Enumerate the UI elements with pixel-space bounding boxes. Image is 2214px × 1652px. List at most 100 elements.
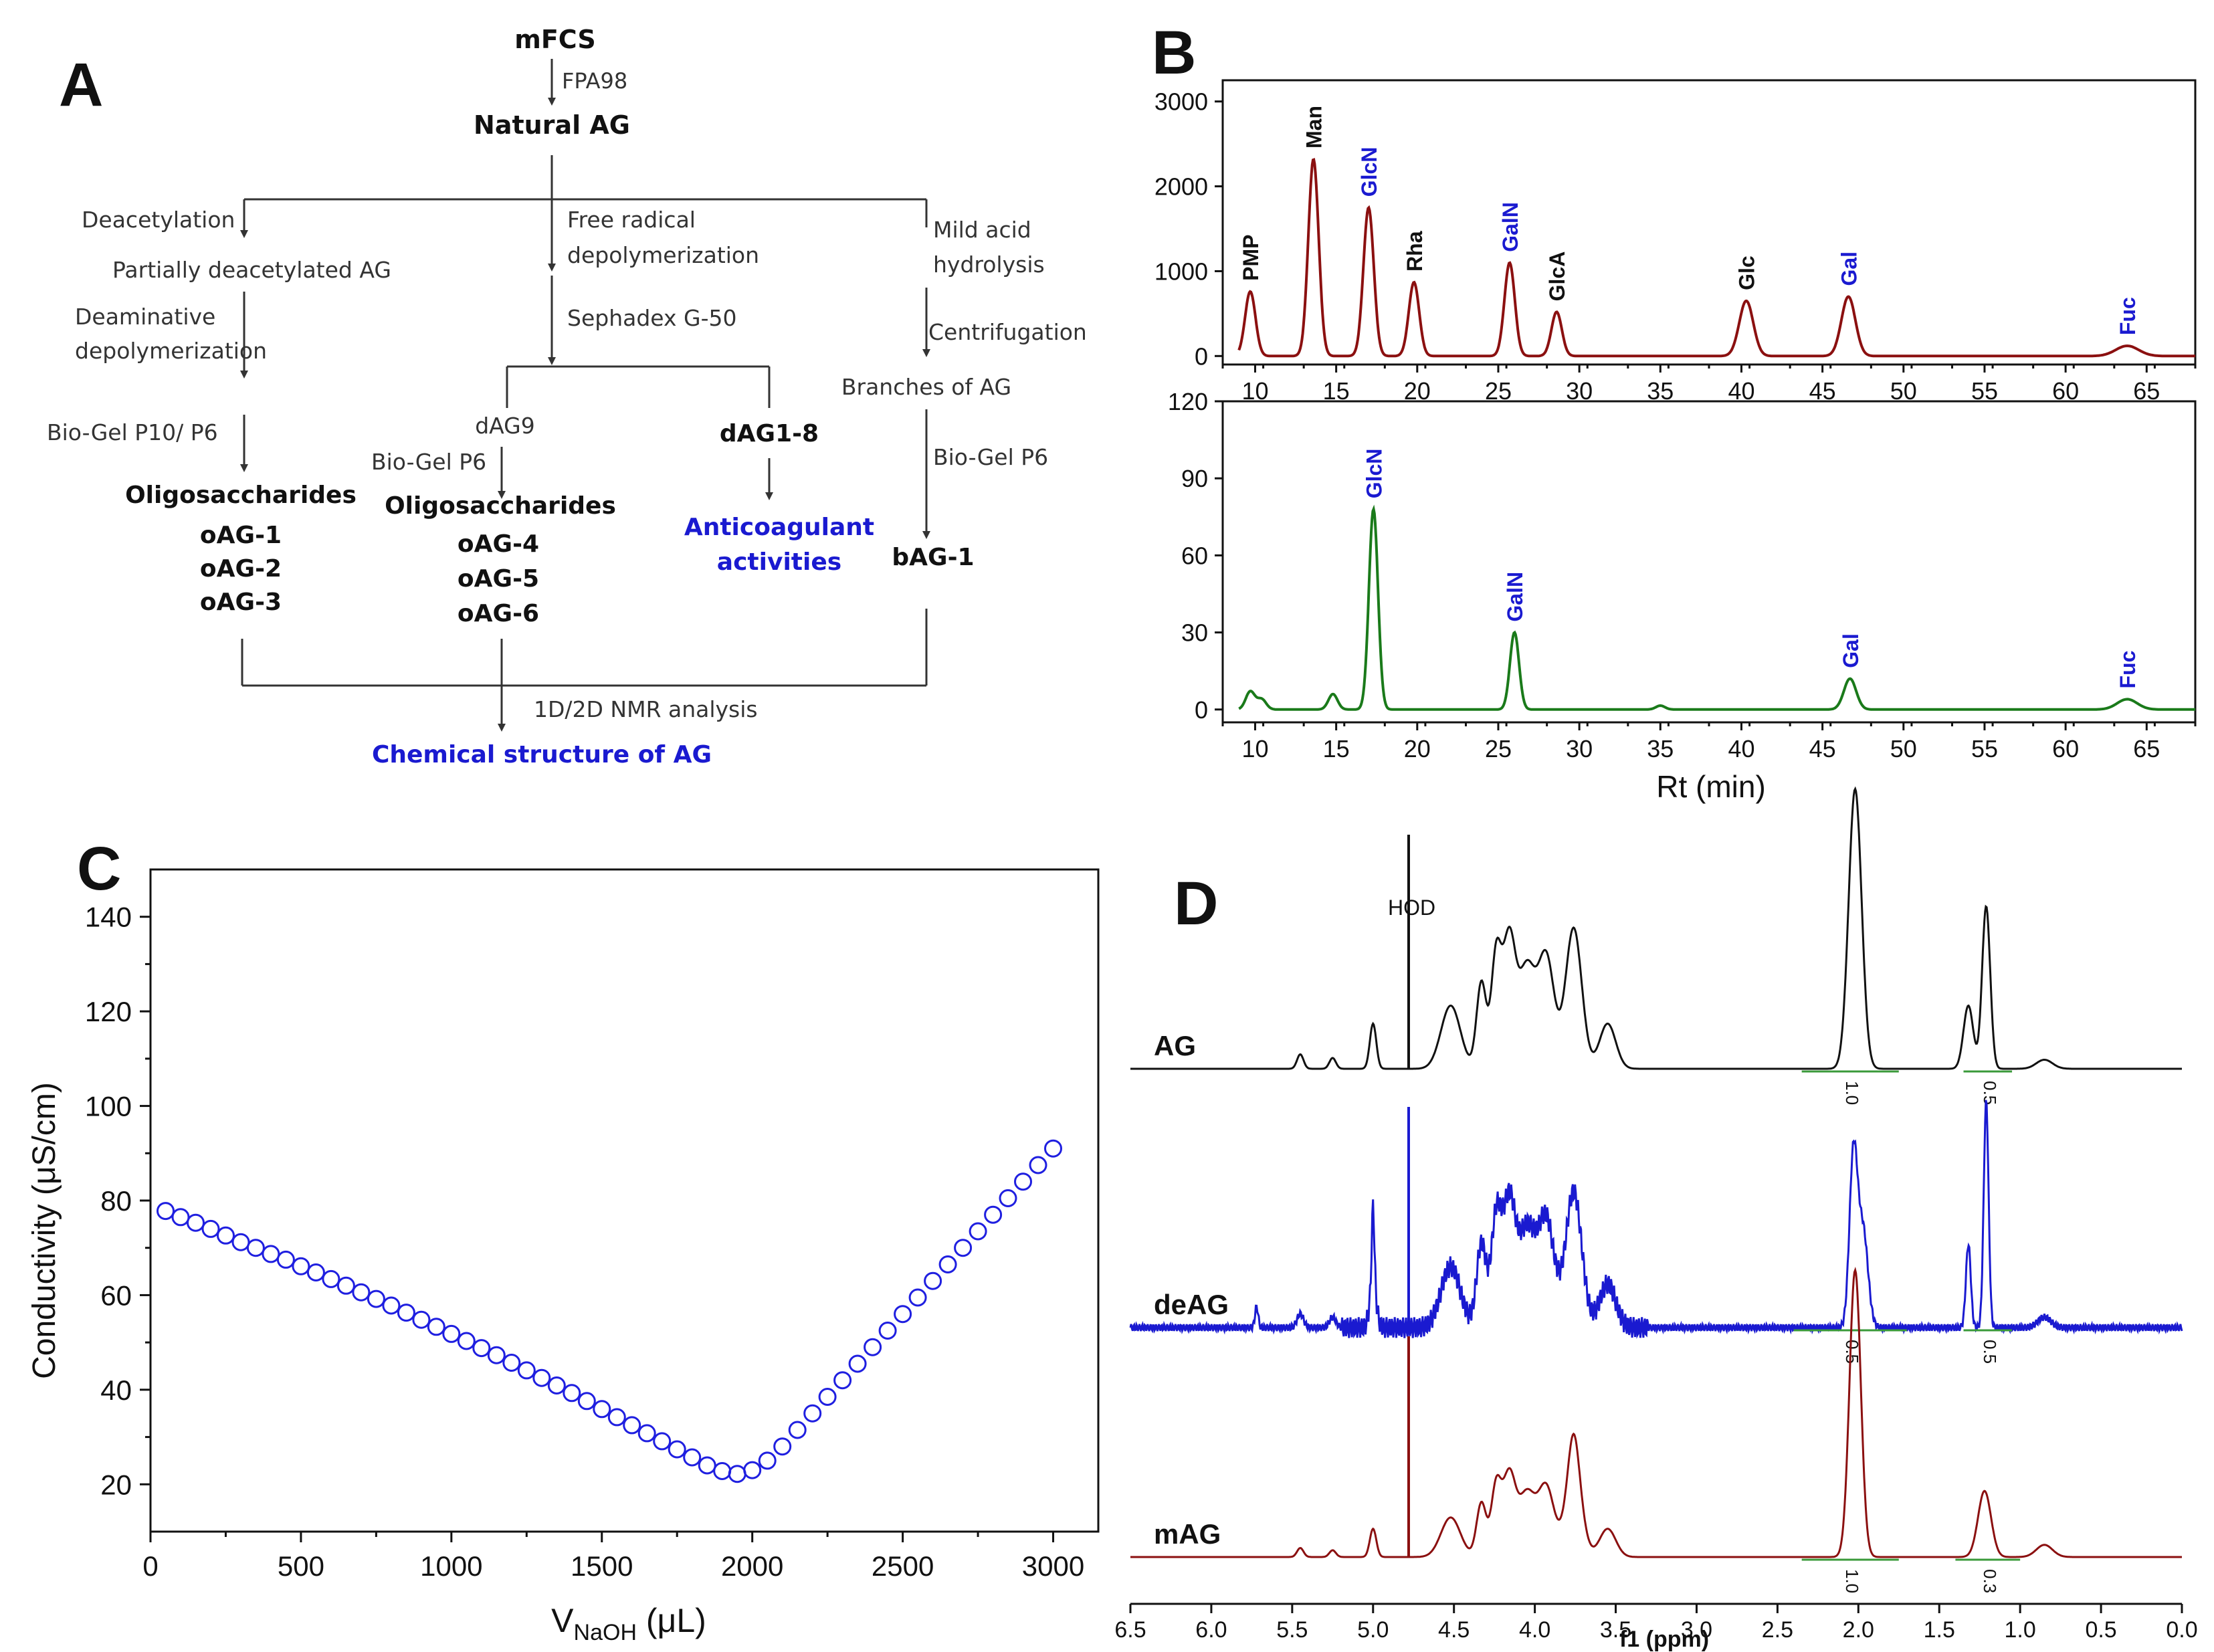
x-tick-label: 5.5 xyxy=(1276,1617,1308,1643)
data-point xyxy=(472,1339,491,1358)
x-tick-label: 50 xyxy=(1890,735,1917,762)
nmr-spectra: 6.5 6.0 5.5 5.0 4.5 4.0 3.5 3.0 2.5 2.0 1.5 1.0 0.5 0… xyxy=(1114,786,2198,1643)
data-point xyxy=(894,1305,912,1324)
x-tick-label: 40 xyxy=(1728,735,1754,762)
flow-deacetylation: Deacetylation xyxy=(82,207,235,233)
data-point xyxy=(517,1361,536,1380)
flow-fpa98: FPA98 xyxy=(562,68,627,94)
flow-oag5: oAG-5 xyxy=(458,565,539,593)
x-tick-label: 30 xyxy=(1566,735,1593,762)
chromatogram-standards: 10 15 20 25 30 35 40 45 50 55 60 65 0 1000 2000 3000 PMP… xyxy=(1154,79,2197,405)
peak-label-gal: Gal xyxy=(1837,251,1861,286)
data-point xyxy=(908,1288,927,1307)
peak-label-glc: Glc xyxy=(1735,255,1759,290)
x-tick-label: 500 xyxy=(278,1550,324,1582)
y-tick-label: 3000 xyxy=(1154,88,1208,116)
flow-dag18: dAG1-8 xyxy=(720,420,819,447)
flow-deaminative-2: depolymerization xyxy=(75,338,267,364)
flow-sephadex: Sephadex G-50 xyxy=(567,305,737,331)
flow-biogel-p10: Bio-Gel P10/ P6 xyxy=(47,419,218,445)
flow-free-radical-2: depolymerization xyxy=(567,242,759,268)
flow-oag2: oAG-2 xyxy=(200,555,282,583)
x-tick-label: 40 xyxy=(1728,377,1754,405)
peak-label-galn: GalN xyxy=(1503,572,1527,622)
data-point xyxy=(157,1202,175,1221)
x-tick-label: 1500 xyxy=(571,1550,633,1582)
y-tick-label: 100 xyxy=(85,1091,132,1122)
peak-label-glcn: GlcN xyxy=(1362,449,1386,499)
data-point xyxy=(367,1289,385,1308)
peak-label-pmp: PMP xyxy=(1239,235,1263,281)
peak-label-glca: GlcA xyxy=(1545,251,1569,302)
data-point xyxy=(848,1354,867,1373)
panel-a: A mFCS FPA98 Natural AG Deacetylation Pa… xyxy=(47,25,1087,768)
data-point xyxy=(547,1376,566,1395)
data-point xyxy=(878,1322,897,1340)
x-tick-label: 1.0 xyxy=(2005,1617,2036,1643)
x-tick-label: 55 xyxy=(1971,735,1998,762)
data-point xyxy=(833,1371,852,1390)
panel-c: C 0 500 1000 1500 2000 2500 3000 20 40 60 80 100 120… xyxy=(27,835,1100,1645)
x-tick-label: 25 xyxy=(1485,377,1512,405)
d-x-label: f1 (ppm) xyxy=(1619,1627,1709,1652)
data-point xyxy=(292,1257,310,1275)
data-point xyxy=(938,1255,957,1273)
data-point xyxy=(171,1208,190,1227)
x-tick-label: 45 xyxy=(1809,377,1836,405)
data-point xyxy=(818,1388,837,1406)
y-tick-label: 80 xyxy=(100,1185,132,1217)
x-tick-label: 4.0 xyxy=(1519,1617,1550,1643)
flow-nmr: 1D/2D NMR analysis xyxy=(534,696,758,722)
data-point xyxy=(984,1205,1003,1224)
hod-label: HOD xyxy=(1388,896,1435,920)
x-tick-label: 3000 xyxy=(1022,1550,1084,1582)
data-point xyxy=(352,1283,371,1302)
spectrum-label-deag: deAG xyxy=(1154,1289,1229,1320)
x-tick-label: 6.0 xyxy=(1195,1617,1227,1643)
x-tick-label: 25 xyxy=(1485,735,1512,762)
data-point xyxy=(187,1213,205,1232)
peak-label-galn: GalN xyxy=(1498,202,1522,252)
nmr-trace-mag xyxy=(1130,1266,2182,1558)
flow-oligo-left: Oligosaccharides xyxy=(125,482,357,509)
integral-value: 1.0 xyxy=(1842,1569,1862,1593)
integral-value: 0.5 xyxy=(1980,1340,2000,1364)
x-tick-label: 2.5 xyxy=(1762,1617,1793,1643)
y-tick-label: 1000 xyxy=(1154,257,1208,285)
data-point xyxy=(487,1346,506,1364)
flow-anticoag-2: activities xyxy=(717,548,841,576)
data-point xyxy=(864,1338,882,1356)
x-tick-label: 65 xyxy=(2133,377,2160,405)
x-tick-label: 0.5 xyxy=(2085,1617,2116,1643)
integral-value: 0.3 xyxy=(1980,1569,2000,1593)
data-point xyxy=(683,1448,702,1467)
panel-letter-c: C xyxy=(77,835,121,903)
x-tick-label: 2.0 xyxy=(1843,1617,1874,1643)
x-tick-label: 50 xyxy=(1890,377,1917,405)
data-point xyxy=(713,1462,732,1480)
x-tick-label: 20 xyxy=(1404,377,1431,405)
data-point xyxy=(924,1271,942,1290)
panel-letter-d: D xyxy=(1174,869,1218,938)
data-point xyxy=(1014,1172,1032,1191)
flow-dag9: dAG9 xyxy=(475,413,535,439)
data-point xyxy=(412,1310,431,1329)
data-point xyxy=(969,1222,987,1241)
y-tick-label: 120 xyxy=(1168,388,1208,415)
spectrum-label-ag: AG xyxy=(1154,1030,1196,1061)
flow-oag6: oAG-6 xyxy=(458,600,539,627)
x-tick-label: 60 xyxy=(2052,377,2079,405)
x-tick-label: 45 xyxy=(1809,735,1836,762)
panel-d: D 6.5 6.0 5.5 5.0 4.5 4.0 3.5 3.0 2.5 2.0 1.5 1.0 0.… xyxy=(1114,786,2198,1652)
peak-label-gal: Gal xyxy=(1839,633,1863,668)
data-point xyxy=(201,1219,220,1238)
x-tick-label: 0 xyxy=(142,1550,158,1582)
x-tick-label: 55 xyxy=(1971,377,1998,405)
spectrum-label-mag: mAG xyxy=(1154,1518,1221,1550)
x-tick-label: 30 xyxy=(1566,377,1593,405)
b-x-label: Rt (min) xyxy=(1656,769,1766,804)
flow-natural-ag: Natural AG xyxy=(474,110,630,140)
data-point xyxy=(397,1304,415,1322)
x-tick-label: 5.0 xyxy=(1357,1617,1389,1643)
flow-centrifugation: Centrifugation xyxy=(928,319,1087,345)
